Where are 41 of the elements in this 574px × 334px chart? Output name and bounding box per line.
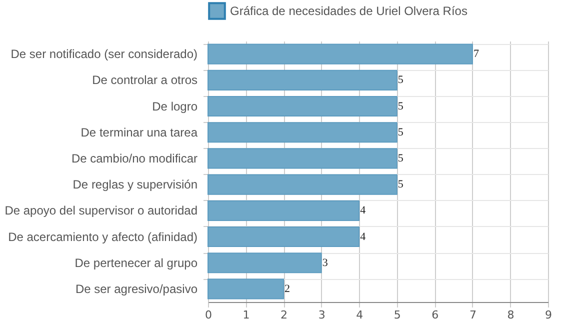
data-label: 7 [473, 48, 480, 60]
data-label: 5 [398, 100, 404, 112]
bar [208, 278, 284, 300]
bar [208, 200, 360, 221]
data-label: 4 [360, 230, 366, 243]
bar [208, 70, 398, 90]
y-tick-label: De terminar una tarea [80, 125, 198, 140]
x-tick-label: 2 [280, 308, 288, 322]
legend-label: Gráfica de necesidades de Uriel Olvera Ríos [230, 4, 468, 18]
bar [208, 96, 398, 117]
data-label: 5 [398, 152, 404, 164]
x-tick-label: 7 [469, 308, 476, 322]
y-tick-label: De logro [152, 99, 198, 114]
y-tick-label: De reglas y supervisión [72, 178, 198, 192]
data-label: 5 [398, 74, 404, 86]
bar [208, 148, 398, 169]
bar [208, 226, 360, 248]
y-tick-label: De ser agresivo/pasivo [75, 282, 198, 296]
y-tick-label: De controlar a otros [92, 73, 198, 88]
y-tick-label: De pertenecer al grupo [74, 256, 198, 270]
bar [208, 44, 473, 64]
y-tick-label: De apoyo del supervisor o autoridad [4, 204, 198, 218]
data-label: 5 [398, 178, 404, 191]
bar [208, 174, 398, 195]
x-tick-label: 5 [394, 308, 401, 322]
data-label: 5 [398, 126, 404, 138]
x-tick-label: 0 [205, 308, 212, 322]
x-tick-label: 1 [242, 308, 250, 322]
y-tick-label: De acercamiento y afecto (afinidad) [8, 230, 198, 244]
bar [208, 122, 398, 143]
data-label: 4 [360, 204, 366, 217]
x-tick-label: 9 [545, 308, 552, 322]
x-tick-label: 8 [507, 308, 514, 322]
y-tick-label: De cambio/no modificar [71, 151, 198, 166]
y-tick-label: De ser notificado (ser considerado) [10, 47, 198, 62]
x-tick-label: 3 [318, 308, 326, 322]
x-tick-label: 6 [432, 308, 439, 322]
x-tick-label: 4 [356, 308, 364, 322]
data-label: 2 [284, 282, 290, 295]
data-label: 3 [322, 256, 328, 269]
bar [208, 252, 322, 274]
